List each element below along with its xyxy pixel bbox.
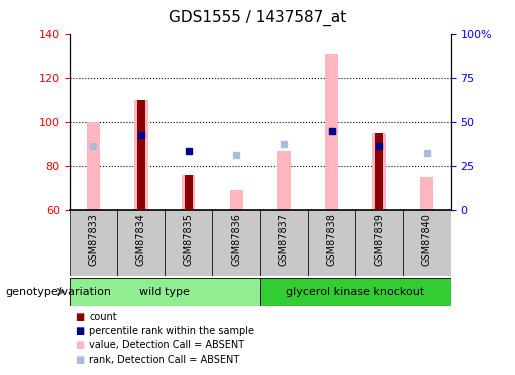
Text: percentile rank within the sample: percentile rank within the sample <box>89 326 254 336</box>
Bar <box>355 210 403 276</box>
Text: rank, Detection Call = ABSENT: rank, Detection Call = ABSENT <box>89 355 239 364</box>
Bar <box>372 133 386 210</box>
Bar <box>134 100 148 210</box>
Bar <box>325 54 338 210</box>
Text: value, Detection Call = ABSENT: value, Detection Call = ABSENT <box>89 340 244 350</box>
Text: GSM87835: GSM87835 <box>184 213 194 266</box>
Bar <box>137 100 145 210</box>
Text: GSM87834: GSM87834 <box>136 213 146 266</box>
Bar <box>420 177 434 210</box>
Text: count: count <box>89 312 117 322</box>
Text: ■: ■ <box>75 340 84 350</box>
Bar <box>70 278 260 306</box>
Text: ■: ■ <box>75 355 84 364</box>
Bar <box>230 190 243 210</box>
Bar <box>165 210 212 276</box>
Bar <box>403 210 451 276</box>
Bar <box>260 210 308 276</box>
Text: GSM87837: GSM87837 <box>279 213 289 266</box>
Bar <box>70 210 117 276</box>
Bar <box>117 210 165 276</box>
Text: GSM87833: GSM87833 <box>89 213 98 266</box>
Bar <box>307 210 355 276</box>
Bar <box>182 175 195 210</box>
Bar <box>277 150 290 210</box>
Text: ■: ■ <box>75 312 84 322</box>
Bar <box>375 133 383 210</box>
Text: ■: ■ <box>75 326 84 336</box>
Text: GSM87838: GSM87838 <box>327 213 336 266</box>
Bar <box>87 122 100 210</box>
Text: GDS1555 / 1437587_at: GDS1555 / 1437587_at <box>169 9 346 26</box>
Text: glycerol kinase knockout: glycerol kinase knockout <box>286 286 424 297</box>
Bar <box>212 210 260 276</box>
Bar <box>184 175 193 210</box>
Text: wild type: wild type <box>140 286 190 297</box>
Text: GSM87839: GSM87839 <box>374 213 384 266</box>
Text: GSM87836: GSM87836 <box>231 213 241 266</box>
Text: GSM87840: GSM87840 <box>422 213 432 266</box>
Text: genotype/variation: genotype/variation <box>5 287 111 297</box>
Bar <box>260 278 451 306</box>
